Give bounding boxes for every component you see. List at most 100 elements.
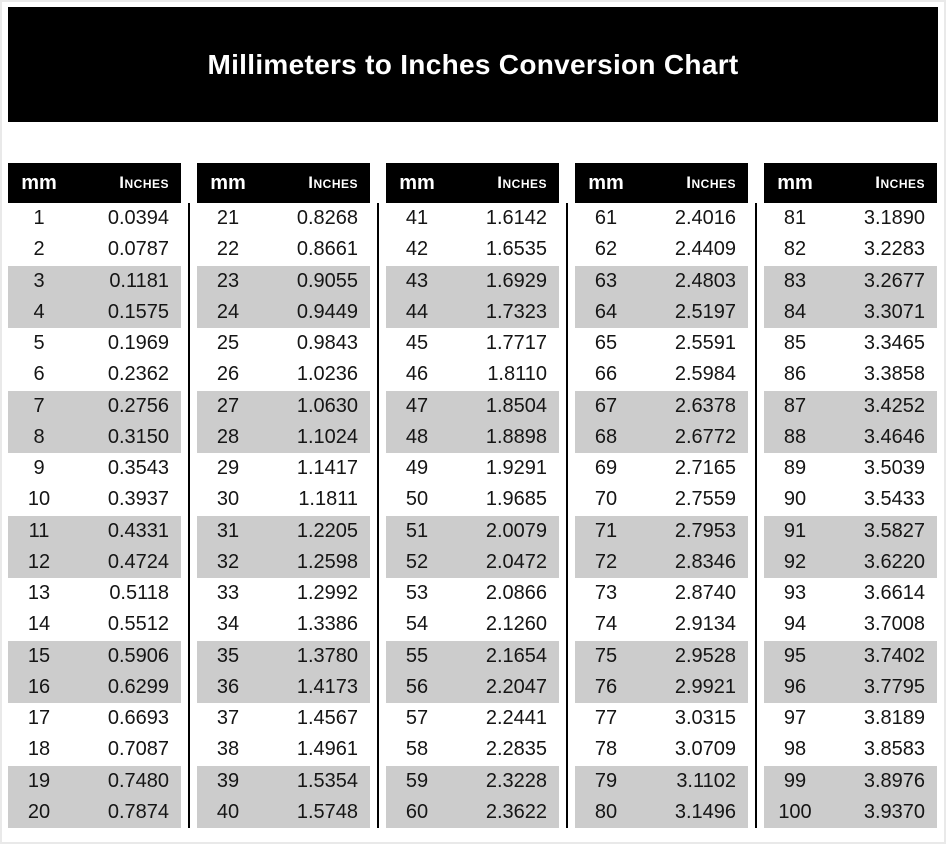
inches-value: 1.6535: [485, 238, 547, 261]
table-row: 60 2.3622: [386, 796, 559, 828]
inches-value: 0.3543: [107, 457, 169, 480]
table-row: 16 0.6299: [8, 671, 181, 703]
inches-value: 1.0236: [296, 363, 358, 386]
table-row: 34 1.3386: [197, 609, 370, 640]
inches-value: 0.0394: [107, 207, 169, 230]
inches-column-header: Inches: [686, 173, 736, 192]
conversion-table: mm Inches 61 2.4016 62 2.4409 63 2.4803 …: [575, 163, 748, 828]
table-row: 1 0.0394: [8, 203, 181, 234]
inches-value: 3.5827: [863, 519, 925, 542]
inches-value: 3.3465: [863, 332, 925, 355]
table-row: 3 0.1181: [8, 265, 181, 297]
mm-value: 74: [594, 613, 618, 636]
table-row: 11 0.4331: [8, 515, 181, 547]
table-header: mm Inches: [8, 163, 181, 203]
inches-value: 1.6142: [485, 207, 547, 230]
mm-value: 71: [594, 519, 618, 542]
inches-column-header: Inches: [308, 173, 358, 192]
inches-value: 3.5039: [863, 457, 925, 480]
mm-value: 43: [405, 269, 429, 292]
mm-value: 5: [33, 332, 45, 355]
inches-value: 1.8504: [485, 394, 547, 417]
inches-value: 2.1654: [485, 644, 547, 667]
mm-value: 39: [216, 769, 240, 792]
mm-value: 34: [216, 613, 240, 636]
mm-value: 26: [216, 363, 240, 386]
mm-value: 75: [594, 644, 618, 667]
mm-value: 85: [783, 332, 807, 355]
inches-value: 0.1969: [107, 332, 169, 355]
mm-value: 80: [594, 800, 618, 823]
table-row: 18 0.7087: [8, 734, 181, 765]
mm-value: 41: [405, 207, 429, 230]
mm-value: 51: [405, 519, 429, 542]
mm-value: 84: [783, 300, 807, 323]
mm-value: 30: [216, 488, 240, 511]
conversion-table: mm Inches 41 1.6142 42 1.6535 43 1.6929 …: [386, 163, 559, 828]
mm-value: 58: [405, 738, 429, 761]
inches-column-header: Inches: [497, 173, 547, 192]
conversion-table: mm Inches 1 0.0394 2 0.0787 3 0.1181 4 0…: [8, 163, 181, 828]
mm-value: 21: [216, 207, 240, 230]
mm-value: 46: [405, 363, 429, 386]
table-row: 15 0.5906: [8, 640, 181, 672]
mm-value: 48: [405, 425, 429, 448]
inches-value: 0.6693: [107, 707, 169, 730]
mm-value: 62: [594, 238, 618, 261]
inches-value: 0.0787: [107, 238, 169, 261]
mm-value: 68: [594, 425, 618, 448]
mm-value: 17: [27, 707, 51, 730]
mm-value: 33: [216, 582, 240, 605]
mm-value: 12: [27, 550, 51, 573]
table-row: 59 2.3228: [386, 765, 559, 797]
table-row: 25 0.9843: [197, 328, 370, 359]
inches-value: 2.1260: [485, 613, 547, 636]
mm-value: 93: [783, 582, 807, 605]
table-row: 47 1.8504: [386, 390, 559, 422]
mm-value: 97: [783, 707, 807, 730]
inches-value: 2.7559: [674, 488, 736, 511]
table-row: 73 2.8740: [575, 578, 748, 609]
table-row: 66 2.5984: [575, 359, 748, 390]
table-row: 9 0.3543: [8, 453, 181, 484]
table-row: 89 3.5039: [764, 453, 937, 484]
page-title: Millimeters to Inches Conversion Chart: [207, 48, 739, 80]
mm-value: 45: [405, 332, 429, 355]
table-body: 21 0.8268 22 0.8661 23 0.9055 24 0.9449 …: [197, 203, 370, 828]
inches-value: 2.9134: [674, 613, 736, 636]
mm-value: 73: [594, 582, 618, 605]
inches-value: 2.0472: [485, 550, 547, 573]
inches-value: 1.2205: [296, 519, 358, 542]
mm-value: 42: [405, 238, 429, 261]
inches-value: 2.0079: [485, 519, 547, 542]
inches-value: 2.6772: [674, 425, 736, 448]
table-row: 69 2.7165: [575, 453, 748, 484]
table-row: 12 0.4724: [8, 546, 181, 578]
inches-value: 2.2441: [485, 707, 547, 730]
inches-value: 2.4803: [674, 269, 736, 292]
mm-value: 15: [27, 644, 51, 667]
table-row: 5 0.1969: [8, 328, 181, 359]
table-body: 1 0.0394 2 0.0787 3 0.1181 4 0.1575 5 0.…: [8, 203, 181, 828]
table-row: 8 0.3150: [8, 421, 181, 453]
table-row: 99 3.8976: [764, 765, 937, 797]
table-row: 100 3.9370: [764, 796, 937, 828]
mm-value: 44: [405, 300, 429, 323]
inches-value: 2.6378: [674, 394, 736, 417]
table-header: mm Inches: [764, 163, 937, 203]
inches-value: 1.9291: [485, 457, 547, 480]
inches-value: 1.1811: [298, 488, 358, 511]
table-row: 6 0.2362: [8, 359, 181, 390]
mm-value: 37: [216, 707, 240, 730]
mm-column-header: mm: [777, 171, 813, 194]
mm-value: 92: [783, 550, 807, 573]
inches-value: 2.7953: [674, 519, 736, 542]
table-row: 76 2.9921: [575, 671, 748, 703]
table-row: 82 3.2283: [764, 234, 937, 265]
mm-value: 4: [33, 300, 45, 323]
mm-value: 7: [33, 394, 45, 417]
inches-value: 2.5984: [674, 363, 736, 386]
inches-value: 2.0866: [485, 582, 547, 605]
mm-value: 95: [783, 644, 807, 667]
